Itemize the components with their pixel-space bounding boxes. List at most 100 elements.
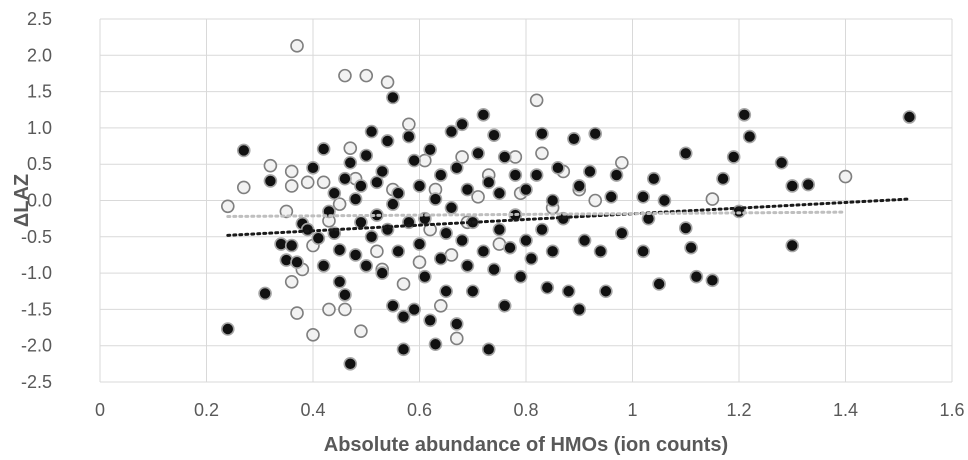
data-point-dark [678, 146, 693, 161]
y-tick-label: -1.0 [21, 263, 52, 283]
data-point-open [332, 197, 347, 211]
data-point-dark [519, 182, 533, 197]
data-point-dark [572, 179, 587, 193]
data-point-dark [386, 197, 400, 211]
trendline-dark [226, 197, 911, 237]
y-tick-label: 0.5 [27, 154, 52, 174]
data-point-dark [577, 233, 592, 248]
data-point-dark [561, 284, 576, 299]
data-point-dark [386, 90, 400, 105]
data-point-dark [460, 259, 475, 273]
data-point-dark [306, 161, 320, 175]
data-point-open [588, 193, 603, 208]
data-point-dark [487, 128, 501, 142]
data-point-dark [508, 168, 523, 182]
data-point-dark [652, 277, 666, 291]
data-point-open [300, 175, 315, 190]
data-point-dark [449, 317, 464, 331]
data-point-dark [433, 251, 448, 266]
data-point-dark [535, 126, 549, 141]
data-point-dark [418, 269, 432, 284]
data-point-dark [455, 233, 469, 248]
x-tick-label: 1 [627, 400, 637, 420]
y-tick-label: 2.0 [27, 45, 52, 65]
gridlines [99, 18, 953, 383]
data-point-dark [316, 142, 331, 156]
data-point-dark [785, 238, 800, 253]
data-point-open [615, 155, 629, 170]
data-point-open [396, 277, 411, 291]
data-point-open [412, 255, 427, 270]
data-point-dark [657, 193, 672, 208]
data-point-dark [636, 190, 650, 204]
y-tick-label: -0.5 [21, 227, 52, 247]
data-point-open [449, 331, 464, 346]
data-point-open [316, 175, 331, 190]
data-point-dark [465, 284, 480, 299]
trendlines [226, 197, 911, 237]
data-point-dark [359, 148, 374, 163]
data-point-open [380, 75, 395, 89]
data-point-dark [338, 171, 352, 186]
data-point-dark [636, 244, 650, 259]
data-point-dark [737, 108, 752, 122]
x-tick-label: 1.4 [833, 400, 858, 420]
data-point-dark [774, 155, 789, 170]
data-point-dark [497, 298, 512, 313]
data-point-dark [609, 168, 624, 182]
data-point-dark [801, 177, 816, 192]
data-point-dark [902, 110, 917, 124]
x-tick-label: 1.2 [726, 400, 751, 420]
x-tick-label: 1.6 [939, 400, 964, 420]
data-point-dark [439, 284, 453, 299]
data-point-dark [311, 231, 326, 246]
data-point-dark [476, 108, 491, 122]
data-point-dark [492, 222, 507, 237]
data-point-dark [316, 259, 331, 273]
data-point-dark [705, 273, 720, 288]
data-point-dark [492, 186, 507, 201]
data-point-dark [535, 222, 549, 237]
data-point-open [284, 275, 299, 289]
data-point-open [455, 150, 469, 164]
data-point-open [236, 180, 251, 195]
data-point-dark [444, 124, 459, 139]
data-point-dark [460, 182, 475, 197]
data-point-dark [567, 131, 581, 146]
data-point-dark [348, 192, 363, 206]
data-point-dark [332, 243, 347, 257]
data-point-open [402, 117, 416, 132]
x-axis-title: Absolute abundance of HMOs (ion counts) [324, 434, 728, 456]
data-point-dark [689, 269, 704, 284]
axis-tick-labels: 2.5 2.0 1.5 1.0 0.5 0.0 -0.5 -1.0 -1.5 -2.0 -2.5 0 0… [21, 9, 965, 420]
data-point-open [279, 204, 294, 219]
data-point-dark [487, 262, 501, 277]
data-point-dark [529, 168, 544, 182]
x-tick-label: 0 [95, 400, 105, 420]
data-point-dark [343, 155, 358, 170]
data-point-dark [481, 342, 496, 357]
data-point-dark [726, 150, 741, 164]
x-tick-label: 0.8 [513, 400, 538, 420]
x-tick-label: 0.4 [300, 400, 325, 420]
data-point-dark [513, 269, 528, 284]
data-point-dark [583, 164, 597, 179]
data-point-open [705, 192, 720, 206]
data-point-open [290, 39, 304, 53]
data-point-open [423, 222, 437, 237]
data-point-dark [439, 226, 453, 240]
y-tick-label: 0.0 [27, 191, 52, 211]
data-point-dark [444, 200, 459, 215]
data-point-dark [412, 179, 427, 193]
data-point-dark [386, 298, 400, 313]
data-point-dark [380, 134, 395, 148]
data-point-open [529, 93, 544, 108]
data-point-dark [471, 146, 485, 161]
data-point-dark [545, 244, 560, 259]
data-point-dark [396, 342, 411, 357]
data-point-dark [354, 179, 368, 193]
data-point-dark [412, 237, 427, 251]
data-point-dark [497, 150, 512, 164]
data-point-dark [364, 124, 379, 139]
